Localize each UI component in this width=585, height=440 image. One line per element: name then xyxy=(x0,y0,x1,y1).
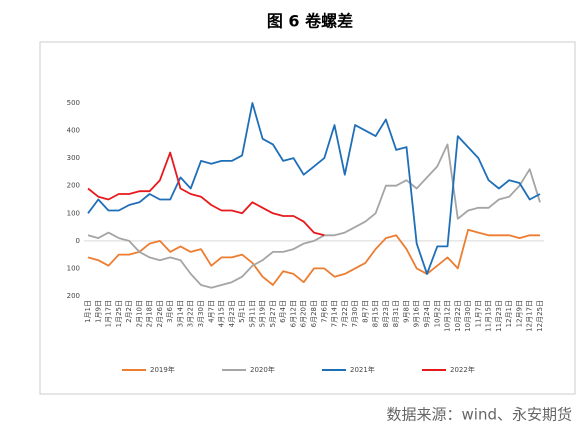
x-tick-label: 6月20日 xyxy=(300,300,308,327)
x-tick-label: 12月25日 xyxy=(536,300,544,332)
x-tick-label: 4月23日 xyxy=(228,300,236,327)
x-tick-label: 7月22日 xyxy=(341,300,349,327)
series-line xyxy=(87,228,540,286)
x-tick-label: 10月22日 xyxy=(454,300,462,332)
x-tick-label: 1月1日 xyxy=(84,300,92,323)
x-tick-label: 5月27日 xyxy=(269,300,277,327)
x-tick-label: 11月23日 xyxy=(495,300,503,332)
legend-label: 2020年 xyxy=(250,365,275,374)
x-tick-label: 2月10日 xyxy=(135,300,143,327)
y-tick-label: 100 xyxy=(67,209,80,217)
y-tick-label: 200 xyxy=(67,182,80,190)
x-tick-label: 2月18日 xyxy=(146,300,154,327)
x-tick-label: 10月2日 xyxy=(433,300,441,327)
x-tick-label: 8月31日 xyxy=(392,300,400,327)
x-tick-label: 8月23日 xyxy=(382,300,390,327)
x-tick-label: 1月9日 xyxy=(94,300,102,323)
x-tick-label: 2月2日 xyxy=(125,300,133,323)
x-tick-label: 8月15日 xyxy=(372,300,380,327)
y-tick-label: 200 xyxy=(67,292,80,300)
x-tick-label: 4月15日 xyxy=(218,300,226,327)
y-tick-label: 500 xyxy=(67,99,80,107)
x-tick-label: 3月30日 xyxy=(197,300,205,327)
legend-label: 2021年 xyxy=(350,365,375,374)
x-tick-label: 6月28日 xyxy=(310,300,318,327)
x-tick-label: 10月30日 xyxy=(464,300,472,332)
x-tick-label: 12月1日 xyxy=(505,300,513,327)
x-tick-label: 7月30日 xyxy=(351,300,359,327)
series-line xyxy=(87,102,541,275)
y-tick-label: 300 xyxy=(67,154,80,162)
series-line xyxy=(87,143,541,289)
x-tick-label: 2月26日 xyxy=(156,300,164,327)
y-tick-label: 0 xyxy=(76,237,80,245)
x-tick-label: 3月6日 xyxy=(166,300,174,323)
x-tick-label: 9月16日 xyxy=(413,300,421,327)
x-tick-label: 4月7日 xyxy=(207,300,215,323)
x-tick-label: 6月12日 xyxy=(289,300,297,327)
x-tick-label: 8月7日 xyxy=(361,300,369,323)
legend-label: 2019年 xyxy=(150,365,175,374)
chart-frame xyxy=(39,41,576,395)
x-tick-label: 6月4日 xyxy=(279,300,287,323)
legend-label: 2022年 xyxy=(450,365,475,374)
y-tick-label: 400 xyxy=(67,127,80,135)
x-tick-label: 11月7日 xyxy=(474,300,482,327)
x-tick-label: 11月15日 xyxy=(485,300,493,332)
x-tick-label: 1月25日 xyxy=(115,300,123,327)
x-tick-label: 10月12日 xyxy=(444,300,452,332)
x-tick-label: 9月24日 xyxy=(423,300,431,327)
x-tick-label: 7月6日 xyxy=(320,300,328,323)
x-tick-label: 3月14日 xyxy=(176,300,184,327)
x-tick-label: 5月11日 xyxy=(248,300,256,327)
x-tick-label: 3月22日 xyxy=(187,300,195,327)
x-tick-label: 12月17日 xyxy=(526,300,534,332)
x-tick-label: 1月17日 xyxy=(105,300,113,327)
y-tick-label: 100 xyxy=(67,264,80,272)
series-line xyxy=(87,151,325,237)
x-tick-label: 9月8日 xyxy=(402,300,410,323)
x-tick-label: 12月9日 xyxy=(515,300,523,327)
chart-title: 图 6 卷螺差 xyxy=(267,12,353,31)
x-tick-label: 7月14日 xyxy=(331,300,339,327)
source-note: 数据来源：wind、永安期货 xyxy=(387,406,572,424)
x-tick-label: 5月19日 xyxy=(259,300,267,327)
x-tick-label: 5月1日 xyxy=(238,300,246,323)
